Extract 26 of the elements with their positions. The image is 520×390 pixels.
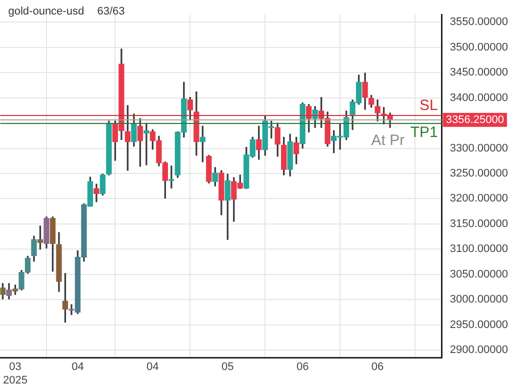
chart-title: gold-ounce-usd <box>8 6 84 18</box>
x-tick-label: 06 <box>371 361 384 374</box>
ref-line-label: TP1 <box>410 124 438 142</box>
y-tick-label: 3450.00000 <box>450 66 508 79</box>
x-tick-label: 04 <box>72 361 84 374</box>
y-tick-label: 3300.00000 <box>450 142 508 154</box>
annotation: At Pr <box>371 132 405 150</box>
y-tick-label: 3500.00000 <box>450 41 508 54</box>
ref-line-label: SL <box>420 97 438 114</box>
ref-line-label: 3356.25000 <box>446 114 504 126</box>
x-tick-label: 05 <box>222 361 234 374</box>
x-tick-label: 03 2025 <box>2 361 28 386</box>
y-tick-label: 2900.00000 <box>450 344 508 356</box>
x-tick-label: 06 <box>296 361 309 374</box>
y-tick-label: 2950.00000 <box>450 318 508 331</box>
y-tick-label: 3000.00000 <box>450 294 508 306</box>
y-tick-label: 3050.00000 <box>450 268 508 280</box>
y-tick-label: 3250.00000 <box>450 168 508 180</box>
candlestick <box>68 304 74 316</box>
y-tick-label: 3200.00000 <box>450 192 508 205</box>
x-tick-label: 04 <box>146 361 159 374</box>
y-tick-label: 3550.00000 <box>450 16 508 28</box>
chart-subtitle: 63/63 <box>97 6 125 18</box>
y-tick-label: 3150.00000 <box>450 218 508 230</box>
y-tick-label: 3100.00000 <box>450 243 508 256</box>
y-tick-label: 3400.00000 <box>450 92 508 104</box>
